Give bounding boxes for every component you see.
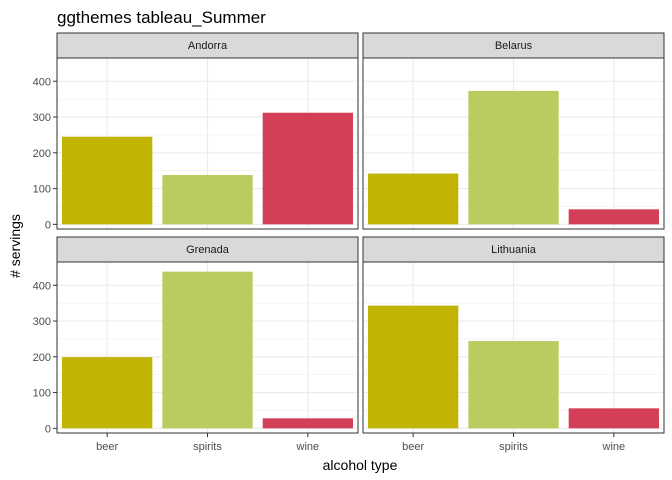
facet-panel: Andorra 0 100 200 300 400: [33, 32, 359, 231]
bar-spirits: [162, 174, 253, 225]
facet-panel: Lithuania beer spirits wine: [362, 236, 665, 453]
y-tick-label: 0: [45, 423, 51, 435]
bar-wine: [262, 112, 353, 225]
chart-title: ggthemes tableau_Summer: [57, 8, 266, 27]
y-axis-title: # servings: [7, 214, 23, 278]
x-tick-label: spirits: [193, 441, 222, 453]
facet-strip-label: Grenada: [186, 244, 230, 256]
facet-panel: Belarus: [362, 32, 665, 230]
y-tick-label: 100: [33, 184, 51, 196]
y-tick-label: 400: [33, 76, 51, 88]
bar-wine: [568, 209, 659, 225]
facet-strip-label: Lithuania: [491, 244, 537, 256]
bar-spirits: [468, 90, 559, 225]
bar-beer: [62, 136, 153, 225]
facet-strip-label: Andorra: [188, 40, 228, 52]
y-tick-label: 200: [33, 352, 51, 364]
facet-strip: [362, 32, 665, 59]
facet-strip-label: Belarus: [495, 40, 533, 52]
x-tick-label: wine: [296, 441, 320, 453]
bar-beer: [368, 173, 459, 225]
y-tick-label: 100: [33, 388, 51, 400]
bar-spirits: [162, 271, 253, 429]
bar-spirits: [468, 341, 559, 429]
y-tick-label: 200: [33, 148, 51, 160]
x-tick-label: beer: [96, 441, 118, 453]
panel-border: [362, 57, 665, 230]
facet-strip: [56, 32, 359, 59]
x-tick-label: beer: [402, 441, 424, 453]
y-tick-label: 300: [33, 316, 51, 328]
bar-wine: [262, 418, 353, 429]
bar-beer: [62, 357, 153, 429]
bar-beer: [368, 305, 459, 429]
facet-panels: Andorra 0 100 200 300 400 Belarus Grenada 0 100 20…: [33, 32, 665, 453]
y-tick-label: 300: [33, 112, 51, 124]
y-tick-label: 0: [45, 219, 51, 231]
x-axis-title: alcohol type: [323, 457, 398, 473]
x-tick-label: wine: [602, 441, 626, 453]
y-tick-label: 400: [33, 280, 51, 292]
x-tick-label: spirits: [499, 441, 528, 453]
panel-border: [56, 57, 359, 230]
facet-panel: Grenada 0 100 200 300 400 beer spirits wine: [33, 236, 359, 453]
facet-strip: [362, 236, 665, 263]
bar-wine: [568, 408, 659, 429]
